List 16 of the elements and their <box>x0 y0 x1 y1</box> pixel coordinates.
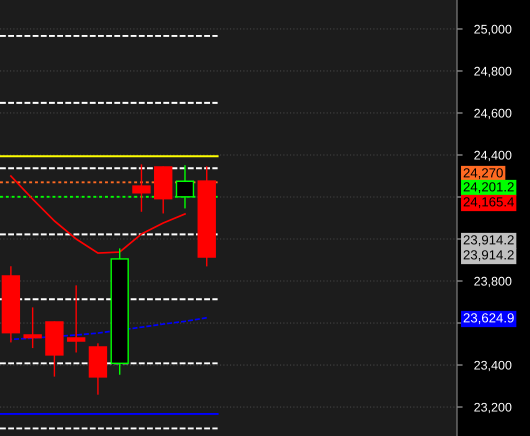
candlestick <box>23 307 42 348</box>
y-tick-label: 24,400 <box>474 150 512 162</box>
candlestick <box>132 164 151 212</box>
text: 23,914.2 <box>464 250 514 262</box>
text: 24,201.2 <box>464 182 514 194</box>
y-tick-label: 24,600 <box>474 108 512 120</box>
y-tick-label: 23,200 <box>474 402 512 414</box>
candlestick <box>66 285 86 352</box>
text: 24,270 <box>464 168 503 180</box>
text: 23,914.2 <box>464 235 514 246</box>
text: 24,165.4 <box>464 197 514 208</box>
y-tick-label: 23,800 <box>474 276 512 288</box>
y-tick-label: 23,400 <box>474 360 512 372</box>
y-tick-label: 25,000 <box>474 24 512 36</box>
y-tick-label: 24,800 <box>474 66 512 78</box>
text: 23,624.9 <box>464 313 514 324</box>
